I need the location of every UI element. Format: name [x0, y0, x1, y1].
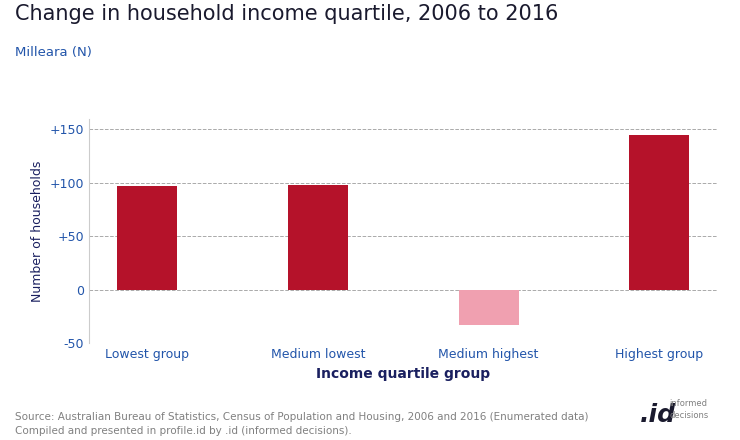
- Bar: [459, 290, 519, 325]
- Bar: [118, 186, 177, 290]
- Text: informed
decisions: informed decisions: [670, 400, 709, 420]
- Bar: [288, 185, 348, 290]
- Y-axis label: Number of households: Number of households: [31, 160, 44, 302]
- Text: .id: .id: [640, 403, 676, 427]
- X-axis label: Income quartile group: Income quartile group: [316, 367, 491, 381]
- Bar: [630, 135, 689, 290]
- Text: Change in household income quartile, 2006 to 2016: Change in household income quartile, 200…: [15, 4, 558, 24]
- Text: Milleara (N): Milleara (N): [15, 46, 92, 59]
- Text: Source: Australian Bureau of Statistics, Census of Population and Housing, 2006 : Source: Australian Bureau of Statistics,…: [15, 411, 588, 436]
